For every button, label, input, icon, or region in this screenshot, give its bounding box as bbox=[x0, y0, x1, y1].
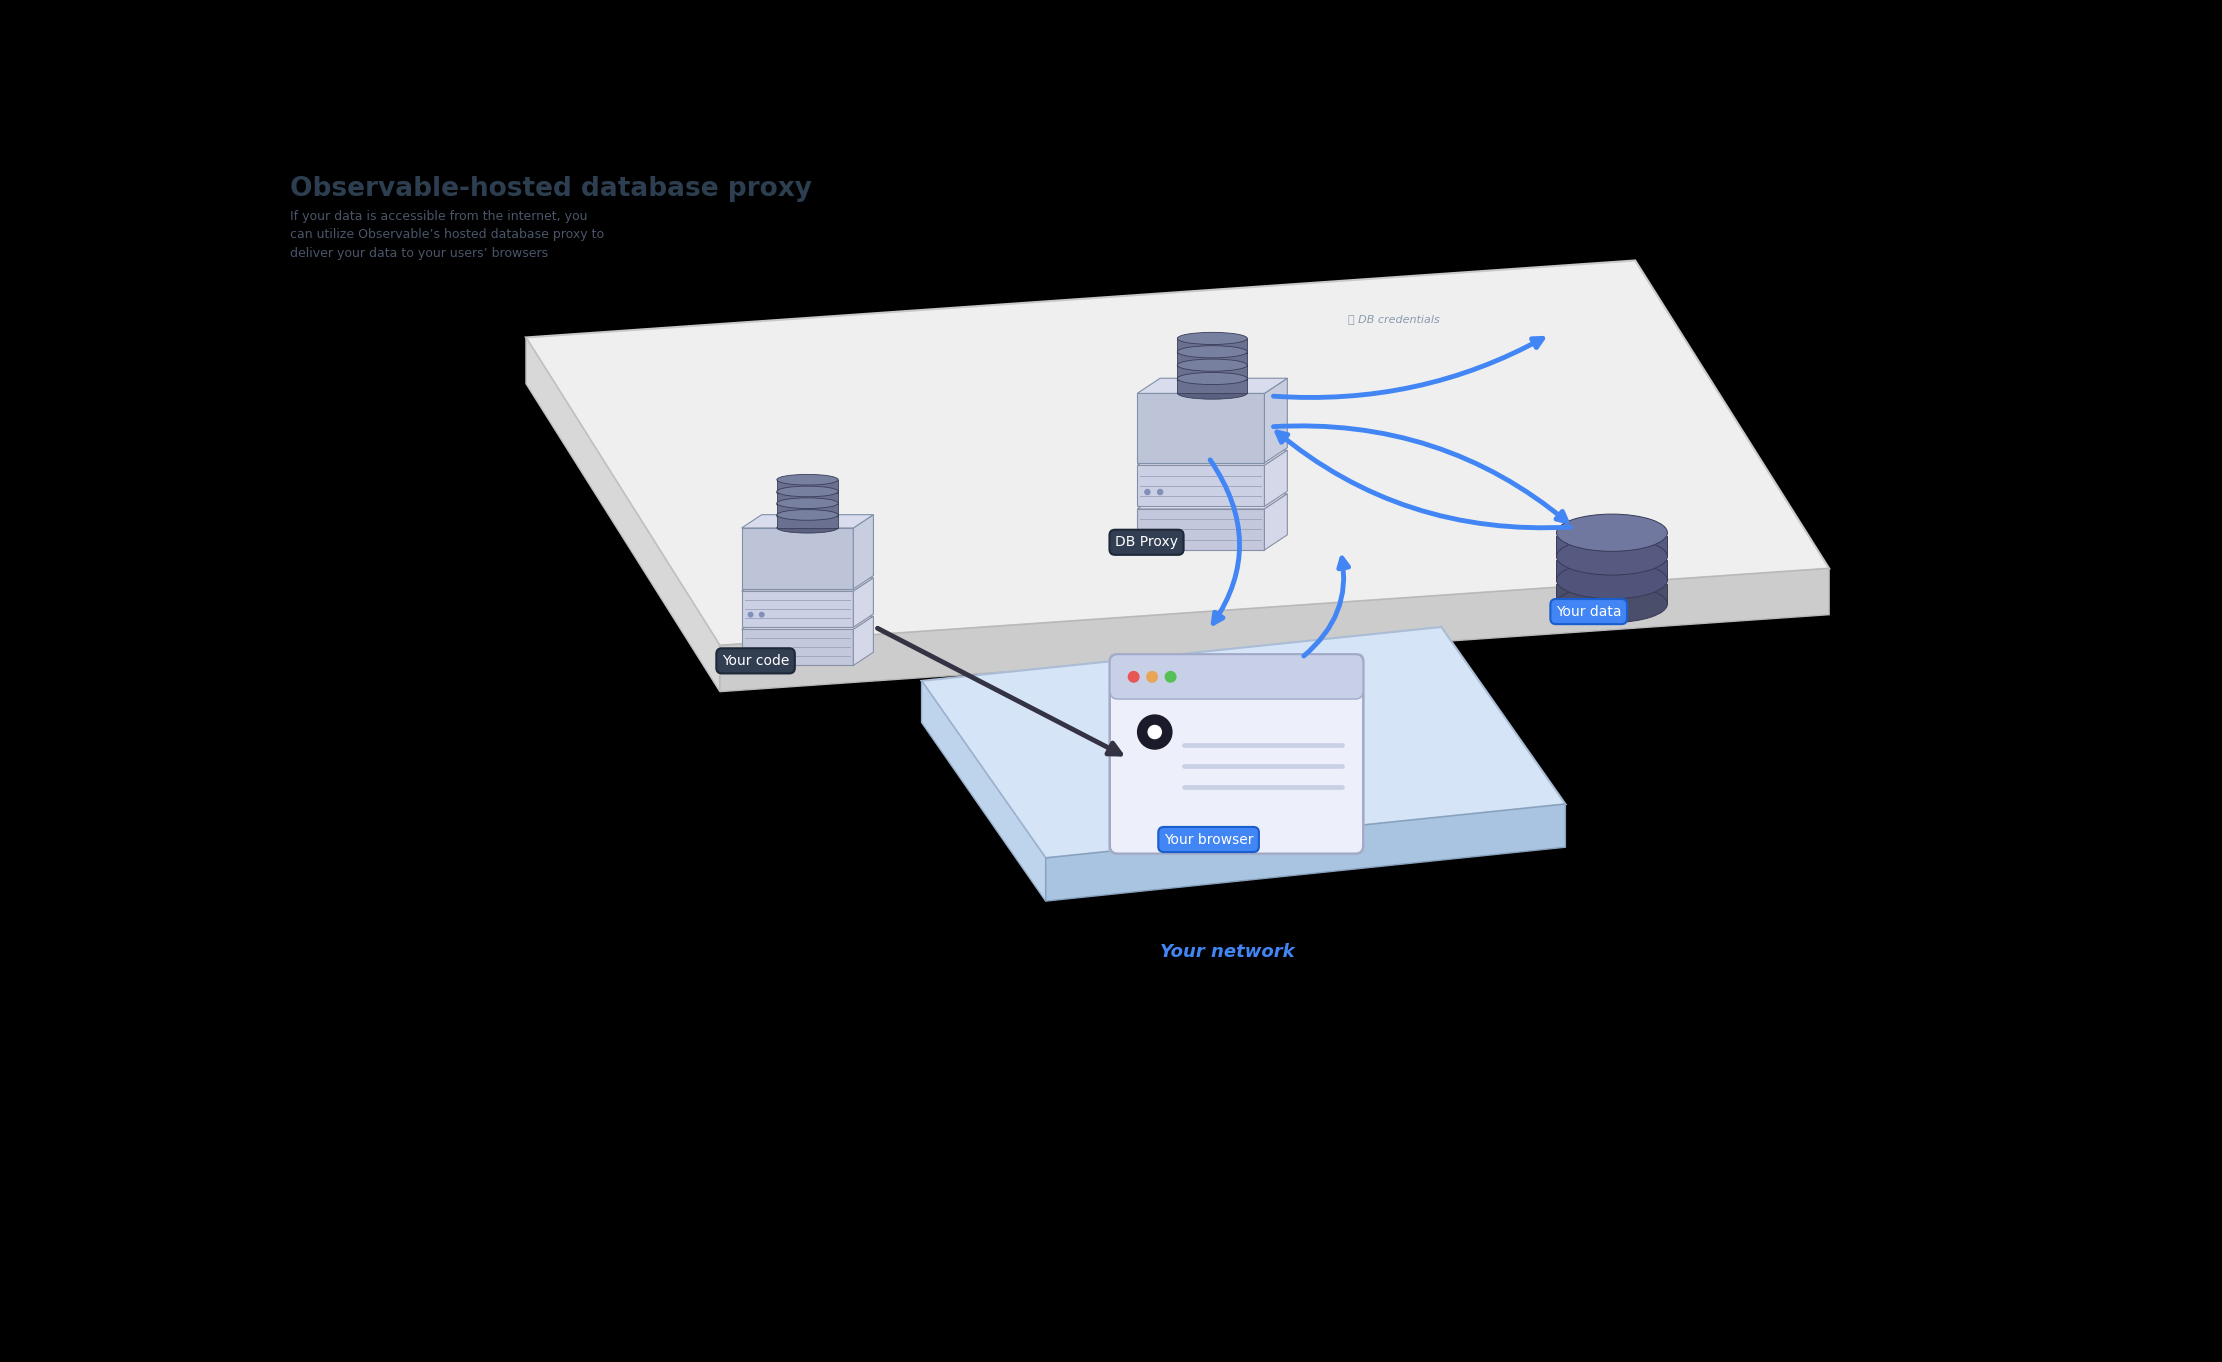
Ellipse shape bbox=[778, 498, 838, 509]
Polygon shape bbox=[742, 616, 873, 629]
Text: 🔒 DB credentials: 🔒 DB credentials bbox=[1349, 315, 1440, 324]
Ellipse shape bbox=[1178, 347, 1247, 360]
Polygon shape bbox=[720, 568, 1829, 692]
Polygon shape bbox=[1178, 365, 1247, 380]
Ellipse shape bbox=[1178, 387, 1247, 399]
FancyArrowPatch shape bbox=[1273, 338, 1542, 398]
Polygon shape bbox=[1178, 379, 1247, 394]
Circle shape bbox=[760, 651, 764, 655]
Ellipse shape bbox=[1178, 346, 1247, 358]
Circle shape bbox=[749, 613, 753, 617]
FancyArrowPatch shape bbox=[1278, 432, 1571, 528]
Polygon shape bbox=[1138, 379, 1287, 394]
Ellipse shape bbox=[778, 486, 838, 497]
Polygon shape bbox=[853, 515, 873, 588]
Ellipse shape bbox=[778, 474, 838, 485]
Circle shape bbox=[1149, 726, 1162, 738]
Polygon shape bbox=[742, 591, 853, 628]
Polygon shape bbox=[778, 479, 838, 493]
Ellipse shape bbox=[1178, 360, 1247, 372]
FancyBboxPatch shape bbox=[1111, 655, 1362, 854]
Polygon shape bbox=[742, 528, 853, 588]
Ellipse shape bbox=[1178, 372, 1247, 384]
Circle shape bbox=[1164, 671, 1175, 682]
Circle shape bbox=[1129, 671, 1140, 682]
Circle shape bbox=[1158, 489, 1162, 494]
Polygon shape bbox=[1178, 338, 1247, 353]
Ellipse shape bbox=[1178, 332, 1247, 345]
Polygon shape bbox=[1178, 351, 1247, 366]
Ellipse shape bbox=[778, 509, 838, 520]
Polygon shape bbox=[1138, 494, 1287, 509]
FancyArrowPatch shape bbox=[878, 628, 1120, 755]
Text: Your network: Your network bbox=[1160, 943, 1295, 960]
Polygon shape bbox=[742, 515, 873, 528]
Text: Your code: Your code bbox=[722, 654, 789, 667]
Circle shape bbox=[1138, 715, 1171, 749]
Circle shape bbox=[760, 613, 764, 617]
Ellipse shape bbox=[778, 523, 838, 533]
Circle shape bbox=[1144, 489, 1151, 494]
Polygon shape bbox=[527, 260, 1829, 646]
FancyBboxPatch shape bbox=[1109, 652, 1364, 855]
Polygon shape bbox=[853, 577, 873, 628]
Ellipse shape bbox=[778, 488, 838, 498]
Ellipse shape bbox=[778, 511, 838, 522]
Ellipse shape bbox=[1555, 513, 1666, 552]
Polygon shape bbox=[778, 515, 838, 527]
Polygon shape bbox=[1264, 494, 1287, 550]
Polygon shape bbox=[527, 338, 720, 692]
Ellipse shape bbox=[1555, 586, 1666, 622]
Ellipse shape bbox=[1178, 373, 1247, 385]
FancyBboxPatch shape bbox=[1111, 655, 1362, 699]
Polygon shape bbox=[742, 629, 853, 666]
Ellipse shape bbox=[1178, 361, 1247, 372]
Circle shape bbox=[749, 651, 753, 655]
Ellipse shape bbox=[778, 498, 838, 508]
Polygon shape bbox=[922, 627, 1567, 858]
Polygon shape bbox=[922, 681, 1047, 902]
Polygon shape bbox=[1555, 560, 1666, 580]
Polygon shape bbox=[778, 492, 838, 504]
Polygon shape bbox=[1138, 466, 1264, 507]
Text: Your data: Your data bbox=[1555, 605, 1622, 618]
Text: Observable-hosted database proxy: Observable-hosted database proxy bbox=[291, 176, 813, 202]
Polygon shape bbox=[1138, 394, 1264, 463]
Text: Your browser: Your browser bbox=[1164, 832, 1253, 847]
Polygon shape bbox=[1138, 451, 1287, 466]
FancyArrowPatch shape bbox=[1273, 426, 1567, 522]
Polygon shape bbox=[1555, 583, 1666, 603]
Polygon shape bbox=[1264, 451, 1287, 507]
Circle shape bbox=[1144, 533, 1151, 538]
Polygon shape bbox=[778, 503, 838, 516]
Ellipse shape bbox=[1555, 561, 1666, 599]
Text: If your data is accessible from the internet, you
can utilize Observable’s hoste: If your data is accessible from the inte… bbox=[291, 210, 604, 260]
Polygon shape bbox=[1555, 537, 1666, 557]
Ellipse shape bbox=[1555, 538, 1666, 575]
FancyArrowPatch shape bbox=[1304, 558, 1349, 656]
Polygon shape bbox=[853, 616, 873, 666]
Circle shape bbox=[1147, 671, 1158, 682]
Polygon shape bbox=[1138, 509, 1264, 550]
Text: DB Proxy: DB Proxy bbox=[1115, 535, 1178, 549]
Polygon shape bbox=[742, 577, 873, 591]
Polygon shape bbox=[1047, 804, 1567, 902]
Polygon shape bbox=[1264, 379, 1287, 463]
FancyArrowPatch shape bbox=[1211, 460, 1240, 624]
Circle shape bbox=[1158, 533, 1162, 538]
